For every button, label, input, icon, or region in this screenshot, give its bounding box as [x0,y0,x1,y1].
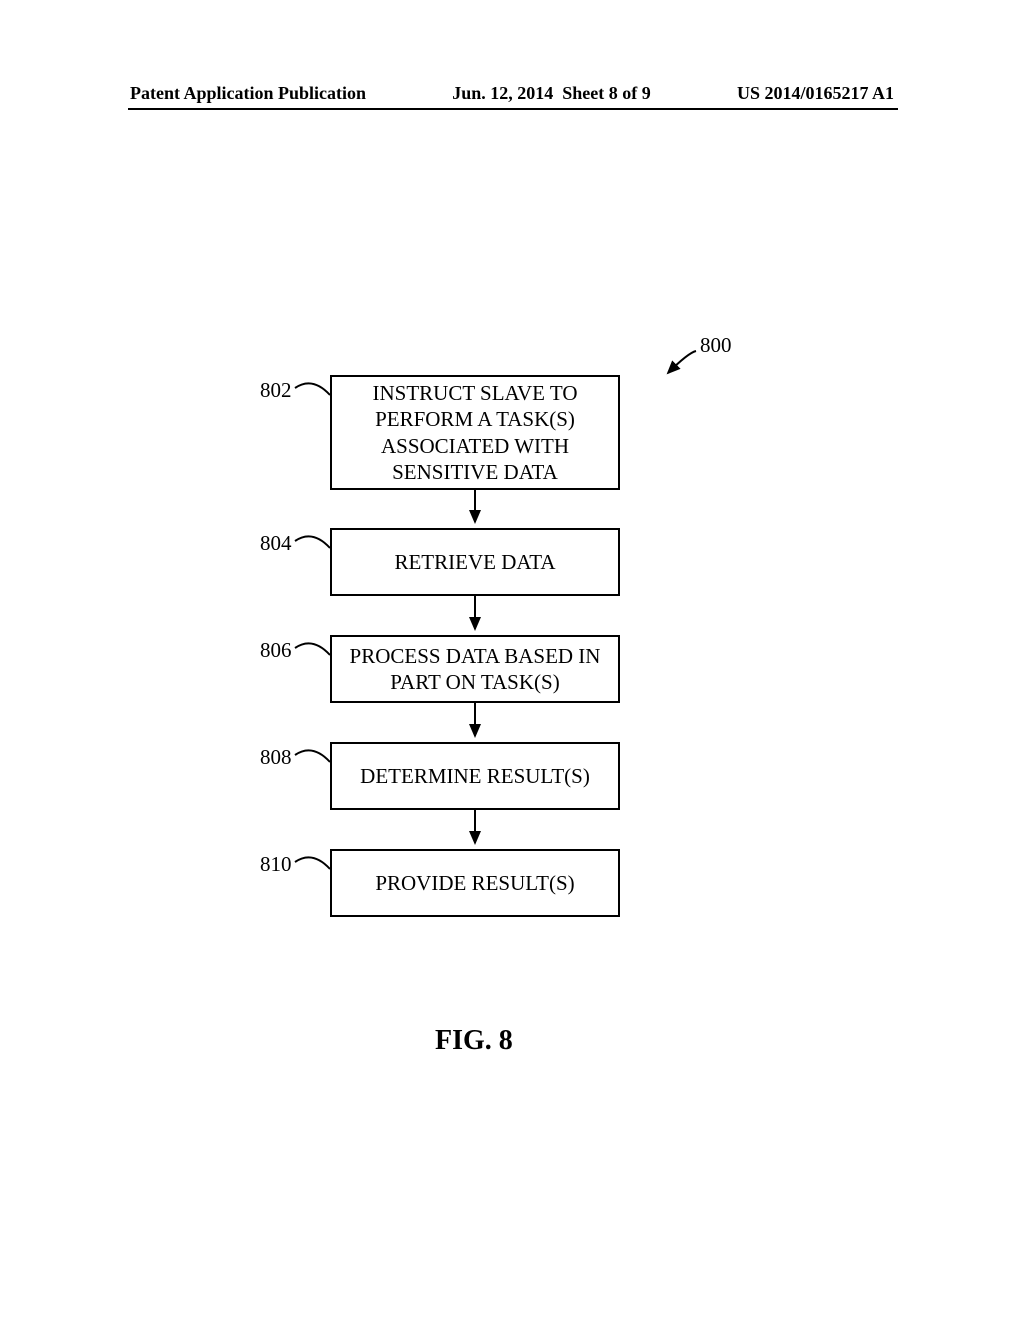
figure-label: FIG. 8 [435,1025,513,1057]
ref-label-808: 808 [260,745,292,770]
flow-box-802: INSTRUCT SLAVE TO PERFORM A TASK(S) ASSO… [330,375,620,490]
figure-canvas: INSTRUCT SLAVE TO PERFORM A TASK(S) ASSO… [0,0,1024,1320]
ref-label-800: 800 [700,333,732,358]
ref-label-810: 810 [260,852,292,877]
flow-box-810: PROVIDE RESULT(S) [330,849,620,917]
flow-box-804: RETRIEVE DATA [330,528,620,596]
ref-label-806: 806 [260,638,292,663]
ref-label-802: 802 [260,378,292,403]
ref-label-804: 804 [260,531,292,556]
flow-box-806: PROCESS DATA BASED IN PART ON TASK(S) [330,635,620,703]
flow-box-808: DETERMINE RESULT(S) [330,742,620,810]
